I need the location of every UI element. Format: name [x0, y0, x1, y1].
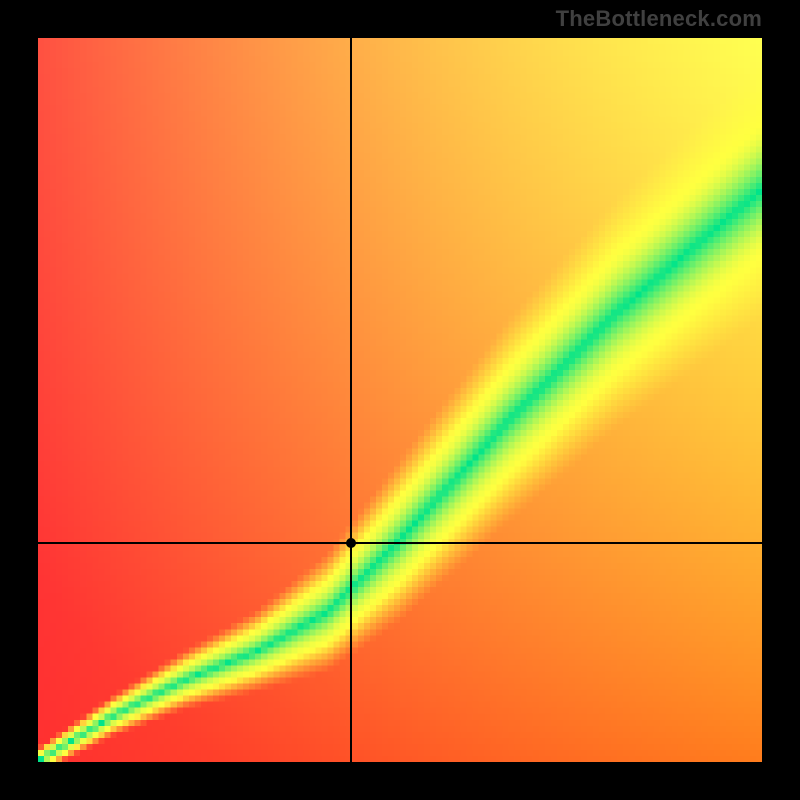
crosshair-vertical [350, 38, 352, 762]
watermark-text: TheBottleneck.com [556, 6, 762, 32]
chart-frame: TheBottleneck.com [0, 0, 800, 800]
marker-dot [346, 538, 356, 548]
heatmap-plot [38, 38, 762, 762]
crosshair-horizontal [38, 542, 762, 544]
heatmap-canvas [38, 38, 762, 762]
